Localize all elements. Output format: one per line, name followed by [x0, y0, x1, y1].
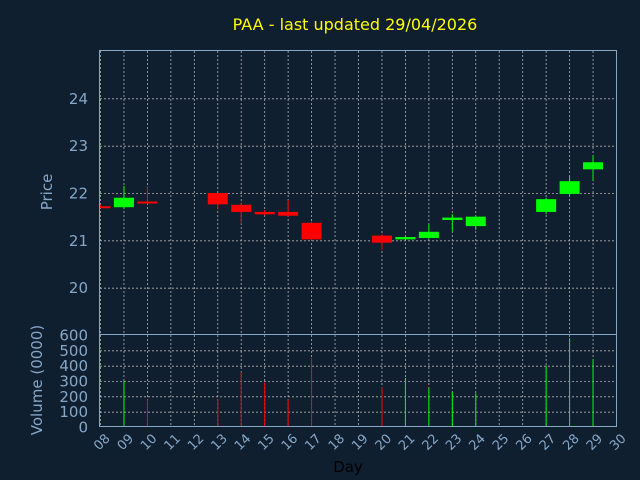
candle — [559, 176, 580, 196]
candle — [137, 185, 158, 204]
day-tick-label: 27 — [537, 431, 559, 453]
day-axis-ticks: 08 09 10 11 12 13 14 15 16 17 18 19 20 21 22 23 24 25 26 27… — [91, 431, 629, 453]
candle-body — [536, 199, 557, 212]
price-tick-label: 21 — [69, 232, 88, 250]
price-tick-label: 20 — [69, 279, 88, 297]
candle-body — [278, 211, 299, 216]
volume-tick-label: 400 — [59, 357, 88, 375]
price-tick-label: 23 — [69, 137, 88, 155]
day-axis-label: Day — [333, 458, 363, 476]
price-panel-frame — [99, 50, 617, 335]
candle — [465, 215, 486, 230]
day-tick-label: 19 — [349, 431, 371, 453]
candle-body — [442, 217, 463, 220]
candle-body — [100, 206, 111, 209]
price-tick-label: 24 — [69, 90, 88, 108]
grid-lines — [100, 51, 617, 427]
price-axis-ticks: 20 21 22 23 24 — [69, 90, 88, 297]
candle-body — [137, 201, 158, 204]
candle — [536, 197, 557, 215]
candle-body — [465, 216, 486, 227]
day-tick-label: 12 — [185, 431, 207, 453]
candle — [207, 193, 228, 210]
day-tick-label: 08 — [91, 431, 113, 453]
day-tick-label: 23 — [443, 431, 465, 453]
candle — [278, 200, 299, 217]
candle-body — [371, 235, 392, 243]
day-tick-label: 20 — [373, 431, 395, 453]
day-tick-label: 28 — [560, 431, 582, 453]
candle — [418, 223, 439, 239]
price-tick-label: 22 — [69, 185, 88, 203]
volume-tick-label: 600 — [59, 327, 88, 345]
volume-tick-label: 0 — [78, 419, 88, 437]
price-axis-label: Price — [38, 174, 56, 211]
candle — [442, 214, 463, 231]
volume-axis-label: Volume (0000) — [28, 325, 46, 435]
day-tick-label: 10 — [138, 431, 160, 453]
candle — [113, 185, 134, 210]
candle-body — [301, 222, 322, 240]
day-tick-label: 24 — [467, 431, 489, 453]
day-tick-label: 25 — [490, 431, 512, 453]
day-tick-label: 15 — [255, 431, 277, 453]
volume-panel-frame — [99, 334, 617, 427]
day-tick-label: 14 — [232, 431, 254, 453]
day-tick-label: 30 — [607, 431, 629, 453]
day-tick-label: 16 — [279, 431, 301, 453]
candle — [100, 204, 111, 209]
day-tick-label: 09 — [115, 431, 137, 453]
day-tick-label: 11 — [162, 431, 184, 453]
day-tick-label: 26 — [513, 431, 535, 453]
price-candles — [100, 155, 604, 250]
day-tick-label: 17 — [302, 431, 324, 453]
day-tick-label: 13 — [209, 431, 231, 453]
volume-tick-label: 100 — [59, 403, 88, 421]
day-tick-label: 21 — [396, 431, 418, 453]
volume-bars — [123, 338, 594, 427]
candle-body — [254, 211, 275, 215]
candle — [231, 202, 252, 224]
day-tick-label: 22 — [420, 431, 442, 453]
candle-body — [418, 231, 439, 238]
candle-body — [583, 162, 604, 170]
candle — [254, 210, 275, 216]
day-tick-label: 18 — [326, 431, 348, 453]
volume-tick-label: 500 — [59, 342, 88, 360]
day-tick-label: 29 — [584, 431, 606, 453]
candle — [371, 234, 392, 250]
volume-tick-label: 300 — [59, 373, 88, 391]
candle — [301, 221, 322, 241]
candle-body — [395, 237, 416, 240]
candle-body — [559, 181, 580, 194]
volume-tick-label: 200 — [59, 388, 88, 406]
candle-body — [207, 193, 228, 205]
candle-body — [113, 197, 134, 208]
candle — [583, 155, 604, 182]
candle — [395, 235, 416, 241]
chart-title: PAA - last updated 29/04/2026 — [233, 15, 478, 34]
candle-body — [231, 204, 252, 212]
